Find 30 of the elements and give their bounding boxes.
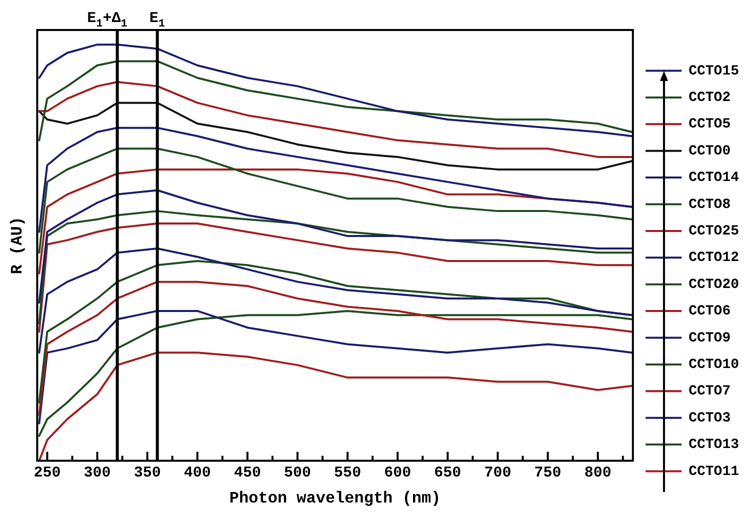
x-tick-label: 300 — [84, 464, 111, 482]
legend-label: CCTO3 — [688, 410, 731, 426]
y-axis-title: R (AU) — [8, 216, 27, 274]
x-axis-title: Photon wavelength (nm) — [229, 489, 441, 508]
legend-label: CCTO0 — [688, 143, 731, 160]
legend-label: CCTO5 — [688, 116, 731, 133]
x-tick-label: 750 — [534, 464, 562, 482]
x-tick-label: 250 — [34, 464, 61, 482]
x-tick-label: 400 — [184, 464, 211, 482]
legend-label: CCTO20 — [688, 276, 740, 293]
legend-label: CCTO11 — [688, 464, 740, 480]
x-tick-label: 600 — [384, 464, 412, 482]
legend-label: CCTO13 — [688, 437, 740, 454]
x-tick-label: 800 — [584, 464, 612, 482]
legend-label: CCTO25 — [688, 223, 740, 240]
x-tick-label: 650 — [434, 464, 462, 482]
x-tick-label: 450 — [234, 464, 261, 482]
x-tick-label: 550 — [334, 464, 362, 482]
legend-label: CCTO7 — [688, 384, 731, 400]
legend-label: CCTO14 — [688, 170, 740, 186]
legend-label: CCTO6 — [688, 304, 731, 320]
x-tick-label: 500 — [284, 464, 312, 482]
x-tick-label: 700 — [484, 464, 512, 482]
legend-label: CCTO2 — [688, 90, 731, 106]
legend-label: CCTO8 — [688, 196, 731, 213]
legend-label: CCTO9 — [688, 330, 731, 346]
legend-label: CCTO15 — [688, 63, 740, 80]
x-tick-label: 350 — [134, 464, 161, 482]
legend-label: CCTO12 — [688, 250, 740, 266]
legend-label: CCTO10 — [688, 356, 740, 373]
